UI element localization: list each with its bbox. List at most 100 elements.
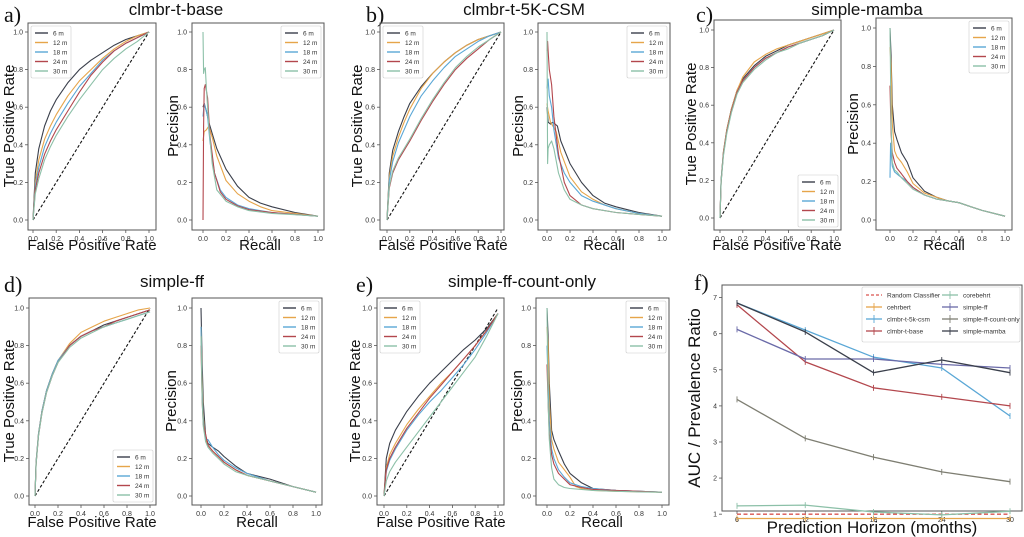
y-tick-label: 0.8	[177, 343, 187, 350]
y-tick-label: 7	[713, 295, 717, 302]
plot-a-pr: 0.0 0.2 0.4 0.6 0.8 1.0 0.0 0.2 0.4 0.6 0.8 1.0 Reca…	[165, 22, 325, 254]
x-axis-label: False Positive Rate	[376, 514, 505, 531]
legend-label: 30 m	[820, 217, 834, 224]
legend-label: simple-ff	[963, 304, 988, 311]
legend-box	[626, 25, 668, 79]
legend-label: 12 m	[405, 40, 419, 47]
legend: 6 m 12 m 18 m 24 m 30 m	[382, 25, 424, 79]
series-line-30-m	[546, 31, 663, 217]
random-diagonal-line	[719, 29, 835, 219]
y-tick-label: 0.0	[861, 218, 871, 225]
y-axis-label: Precision	[510, 95, 527, 157]
y-tick-label: 0.6	[365, 105, 375, 112]
legend-label: 24 m	[53, 59, 67, 66]
x-axis-label: Recall	[236, 514, 278, 531]
y-tick-label: 0.8	[177, 67, 187, 74]
x-tick-label: 0.6	[954, 236, 964, 243]
x-tick-label: 1.0	[657, 236, 667, 243]
x-tick-label: 0.0	[379, 511, 389, 518]
panel-letter-a: a)	[4, 2, 21, 27]
legend-label: 6 m	[301, 305, 312, 312]
series-line-30-m	[386, 31, 502, 221]
legend-label: 12 m	[648, 315, 662, 322]
random-diagonal-line	[32, 31, 150, 221]
legend-label: 30 m	[301, 343, 315, 350]
series-line-simple-ff-count-only	[736, 398, 1011, 483]
x-tick-label: 0.2	[908, 236, 918, 243]
y-tick-label: 0.0	[365, 218, 375, 225]
legend-label: 18 m	[991, 44, 1005, 51]
legend-box	[280, 25, 322, 79]
y-tick-label: 0.2	[362, 456, 372, 463]
series-line-24-m	[386, 31, 502, 221]
legend-label: 6 m	[648, 305, 659, 312]
legend-label: 30 m	[649, 68, 663, 75]
series-line-30-m	[34, 311, 151, 497]
series-line-6-m	[546, 107, 663, 217]
x-tick-label: 0.6	[451, 236, 461, 243]
y-tick-label: 0.8	[861, 64, 871, 71]
y-tick-label: 0.4	[13, 142, 23, 149]
y-axis-label: True Positive Rate	[347, 340, 364, 463]
y-tick-label: 5	[713, 367, 717, 374]
x-tick-label: 0.0	[198, 236, 208, 243]
legend-label: 6 m	[53, 30, 64, 37]
legend-label: cehrbert	[887, 304, 911, 311]
y-tick-label: 0.2	[177, 180, 187, 187]
legend: 6 m 12 m 18 m 24 m 30 m	[112, 449, 154, 503]
y-tick-label: 0.0	[362, 494, 372, 501]
x-tick-label: 1.0	[829, 236, 839, 243]
y-tick-label: 0.0	[521, 494, 531, 501]
series-line-12-m	[386, 31, 502, 221]
x-tick-label: 0.2	[405, 236, 415, 243]
y-tick-label: 0.6	[13, 105, 23, 112]
legend-label: 24 m	[303, 59, 317, 66]
y-tick-label: 0.0	[14, 494, 24, 501]
y-tick-label: 0.2	[521, 456, 531, 463]
x-tick-label: 0.8	[122, 511, 132, 518]
x-tick-label: 0.2	[219, 511, 229, 518]
legend-label: clmbr-t-base	[887, 328, 924, 335]
y-tick-label: 0.2	[861, 179, 871, 186]
legend-label: 6 m	[135, 454, 146, 461]
x-tick-label: 1.0	[311, 511, 321, 518]
y-tick-label: 0.4	[177, 142, 187, 149]
plot-b-roc: 0.0 0.2 0.4 0.6 0.8 1.00.00.20.40.60.81.0Fals…	[349, 22, 508, 254]
y-tick-label: 1.0	[13, 30, 23, 37]
x-tick-label: 0.0	[196, 511, 206, 518]
y-axis-label: True Positive Rate	[1, 340, 18, 463]
x-tick-label: 0.4	[242, 511, 252, 518]
series-line-18-m	[202, 102, 319, 217]
x-tick-label: 0.8	[634, 511, 644, 518]
legend: 6 m 12 m 18 m 24 m 30 m	[797, 174, 839, 228]
y-tick-label: 0.6	[177, 105, 187, 112]
plot-frame	[721, 284, 1023, 512]
y-tick-label: 0.8	[14, 343, 24, 350]
y-tick-label: 0.6	[14, 381, 24, 388]
legend-label: corebehrt	[963, 292, 991, 299]
y-tick-label: 0.0	[177, 494, 187, 501]
x-tick-label: 0.6	[265, 511, 275, 518]
y-tick-label: 1.0	[699, 28, 709, 35]
y-tick-label: 0.2	[13, 180, 23, 187]
x-axis-label: Recall	[581, 514, 623, 531]
plot-b-pr: 0.0 0.2 0.4 0.6 0.8 1.0 0.0 0.2 0.4 0.6 0.8 1.0 Reca…	[510, 22, 671, 254]
legend: 6 m 12 m 18 m 24 m 30 m	[625, 300, 667, 354]
x-tick-label: 0.8	[290, 236, 300, 243]
x-tick-label: 0.2	[53, 511, 63, 518]
x-tick-label: 0.0	[542, 511, 552, 518]
legend-label: 18 m	[648, 324, 662, 331]
series-line-12-m	[202, 125, 319, 217]
y-tick-label: 0.4	[523, 142, 533, 149]
x-tick-label: 0.4	[428, 236, 438, 243]
legend-label: 18 m	[649, 49, 663, 56]
legend-label: 6 m	[649, 30, 660, 37]
series-line-6-m	[202, 102, 319, 217]
legend: 6 m 12 m 18 m 24 m 30 m	[968, 20, 1010, 74]
x-tick-label: 0.4	[588, 236, 598, 243]
legend-label: 30 m	[991, 63, 1005, 70]
x-tick-label: 0.6	[98, 236, 108, 243]
plot-frame	[875, 17, 1013, 231]
x-tick-label: 1.0	[496, 236, 506, 243]
plot-a-roc: 0.0 0.2 0.4 0.6 0.8 1.00.00.20.40.60.81.0Fals…	[1, 22, 157, 254]
